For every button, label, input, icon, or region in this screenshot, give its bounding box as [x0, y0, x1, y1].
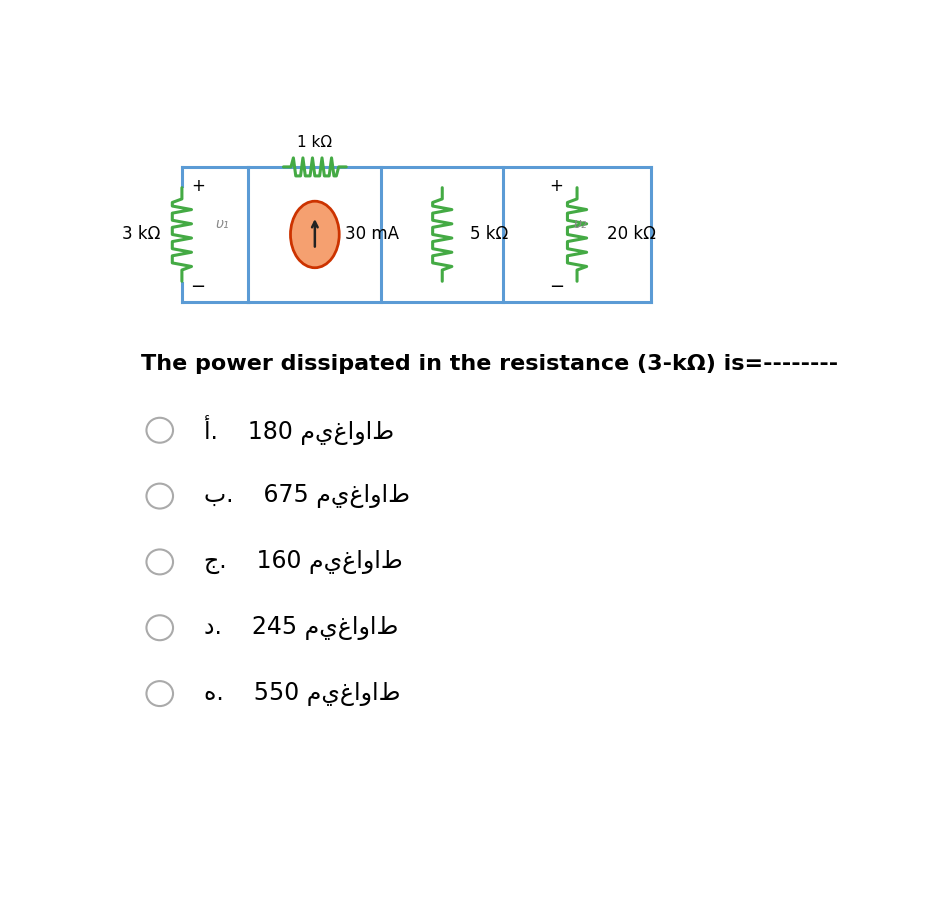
Text: د.    245 ميغاواط: د. 245 ميغاواط	[204, 616, 398, 640]
Text: 5 kΩ: 5 kΩ	[470, 226, 508, 244]
Text: 30 mA: 30 mA	[345, 226, 399, 244]
Text: أ.    180 ميغاواط: أ. 180 ميغاواط	[204, 415, 394, 446]
Text: ه.    550 ميغاواط: ه. 550 ميغاواط	[204, 681, 400, 706]
Text: ج.    160 ميغاواط: ج. 160 ميغاواط	[204, 550, 403, 574]
Ellipse shape	[290, 202, 339, 267]
Text: −: −	[548, 278, 564, 296]
Text: 20 kΩ: 20 kΩ	[605, 226, 655, 244]
Text: υ₂: υ₂	[573, 217, 586, 231]
Text: 3 kΩ: 3 kΩ	[122, 226, 160, 244]
Text: υ₁: υ₁	[215, 217, 228, 231]
Text: ب.    675 ميغاواط: ب. 675 ميغاواط	[204, 484, 409, 508]
Text: −: −	[190, 278, 206, 296]
Text: The power dissipated in the resistance (3-kΩ) is=--------: The power dissipated in the resistance (…	[141, 355, 838, 374]
Text: 1 kΩ: 1 kΩ	[297, 135, 332, 150]
Text: +: +	[549, 176, 563, 194]
Text: +: +	[191, 176, 205, 194]
